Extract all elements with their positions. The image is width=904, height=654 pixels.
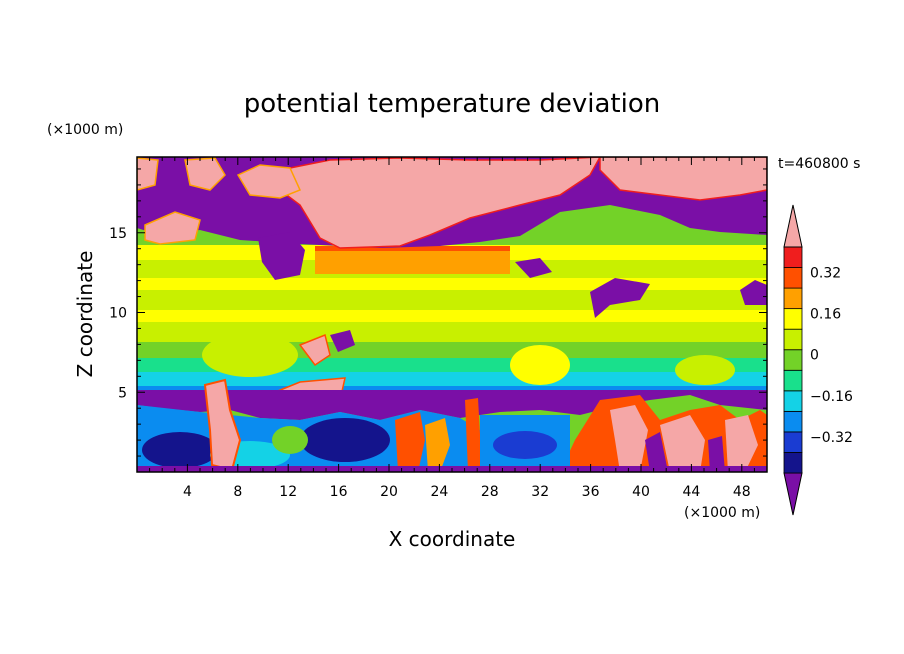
colorbar: 0.32 0.16 0 −0.16 −0.32: [783, 204, 853, 516]
y-tick-label: 15: [109, 226, 127, 242]
band-layer: [137, 278, 767, 290]
x-tick-label: 12: [279, 484, 297, 500]
colorbar-box: [783, 369, 803, 392]
cold-intrusion: [740, 280, 767, 305]
colorbar-box: [783, 349, 803, 371]
y-tick-label: 10: [109, 306, 127, 322]
colorbar-label: 0.32: [810, 266, 841, 282]
colorbar-label: 0: [810, 348, 819, 364]
cold-intrusion: [330, 330, 355, 352]
colorbar-box: [783, 452, 803, 474]
cold-intrusion: [590, 278, 650, 318]
colorbar-box: [783, 308, 803, 330]
colorbar-label: 0.16: [810, 307, 841, 323]
colorbar-box: [783, 287, 803, 310]
upper-warm-region: [137, 157, 159, 191]
colorbar-box: [783, 267, 803, 289]
warm-plume: [203, 378, 242, 472]
colorbar-label: −0.32: [810, 430, 853, 446]
x-axis-label: X coordinate: [389, 527, 516, 551]
warm-convection: [725, 415, 758, 472]
y-axis-label: Z coordinate: [73, 251, 97, 378]
x-tick-label: 44: [682, 484, 700, 500]
x-unit-label: (×1000 m): [684, 505, 760, 521]
cold-core: [493, 431, 557, 459]
band-layer: [137, 322, 767, 342]
warm-plume: [425, 418, 450, 472]
warm-band: [315, 250, 510, 274]
colorbar-box: [783, 390, 803, 412]
colorbar-box: [783, 246, 803, 268]
upper-warm-region: [184, 157, 226, 191]
upper-warm-region: [144, 211, 201, 245]
band-layer: [137, 372, 767, 386]
cold-core: [708, 436, 725, 472]
yellow-patch: [675, 355, 735, 385]
plot-area: [137, 157, 767, 472]
warm-convection: [660, 415, 705, 472]
x-tick-label: 8: [233, 484, 242, 500]
chart-title: potential temperature deviation: [244, 89, 660, 119]
x-tick-label: 4: [183, 484, 192, 500]
x-tick-label: 36: [582, 484, 600, 500]
colorbar-label: −0.16: [810, 389, 853, 405]
band-layer: [137, 290, 767, 310]
green-patch: [272, 426, 308, 454]
cold-intrusion: [515, 258, 552, 278]
colorbar-box: [783, 410, 803, 433]
lower-cold-band: [137, 390, 767, 420]
warm-plume: [395, 412, 425, 472]
cold-core: [300, 418, 390, 462]
warm-band-edge: [315, 246, 510, 251]
y-axis: 5 10 15: [109, 168, 767, 457]
x-tick-label: 40: [632, 484, 650, 500]
x-tick-label: 32: [531, 484, 549, 500]
y-tick-label: 5: [118, 385, 127, 401]
x-tick-label: 20: [380, 484, 398, 500]
yellow-patch: [510, 345, 570, 385]
band-layer: [137, 310, 767, 322]
time-label: t=460800 s: [778, 156, 860, 172]
cold-intrusion: [258, 232, 305, 280]
warm-convection: [610, 405, 648, 472]
y-unit-label: (×1000 m): [47, 122, 123, 138]
upper-warm-region: [236, 164, 302, 199]
colorbar-box: [783, 431, 803, 453]
colorbar-extend-high: [783, 204, 803, 248]
warm-plume: [465, 398, 482, 472]
x-tick-label: 48: [733, 484, 751, 500]
warm-patch: [298, 333, 331, 367]
x-tick-label: 24: [430, 484, 448, 500]
cold-core: [142, 432, 218, 468]
yellow-patch: [202, 333, 298, 377]
x-tick-label: 28: [481, 484, 499, 500]
cold-core: [645, 432, 668, 472]
x-tick-label: 16: [330, 484, 348, 500]
colorbar-extend-low: [783, 472, 803, 516]
x-axis: 4 8 12 16 20 24 28 32 36 40 44 48: [149, 157, 755, 500]
colorbar-box: [783, 328, 803, 351]
